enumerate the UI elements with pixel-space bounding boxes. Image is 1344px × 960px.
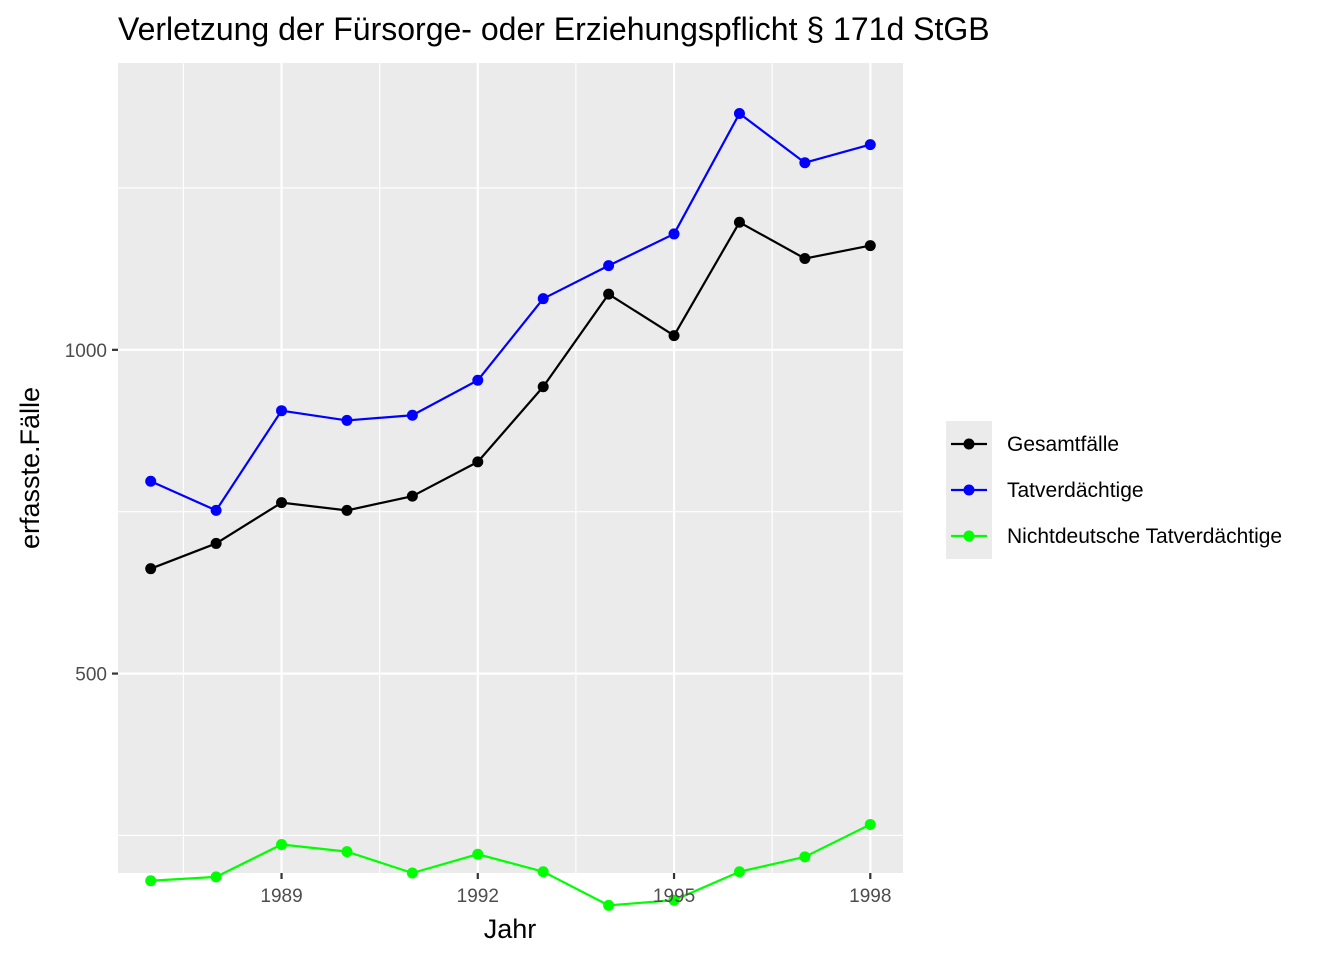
data-point	[864, 139, 876, 151]
data-point	[341, 846, 353, 858]
data-point	[668, 228, 680, 240]
x-tick-label: 1998	[849, 886, 891, 907]
data-point	[864, 240, 876, 252]
legend-label: Tatverdächtige	[1007, 479, 1144, 502]
data-point	[799, 157, 811, 169]
y-tick-label: 1000	[65, 341, 107, 362]
chart-title: Verletzung der Fürsorge- oder Erziehungs…	[118, 11, 990, 47]
data-point	[276, 839, 288, 851]
data-point	[733, 866, 745, 878]
data-point	[537, 381, 549, 393]
axis-ticks: 1989 1992 1995 1998 500 1000	[65, 341, 892, 907]
x-tick-label: 1989	[260, 886, 302, 907]
legend-label: Gesamtfälle	[1007, 433, 1119, 456]
data-point	[472, 374, 484, 386]
legend-key-point	[963, 530, 975, 542]
data-point	[472, 456, 484, 468]
data-point	[145, 563, 157, 575]
y-tick-label: 500	[75, 665, 107, 686]
data-point	[537, 293, 549, 305]
y-axis-title: erfasste.Fälle	[15, 387, 45, 549]
legend-key-point	[963, 438, 975, 450]
data-point	[145, 875, 157, 887]
data-point	[406, 490, 418, 502]
grid-minor	[118, 63, 903, 873]
series-layer	[145, 108, 876, 911]
data-point	[341, 504, 353, 516]
data-point	[210, 871, 222, 883]
series-line	[150, 221, 871, 570]
data-point	[603, 288, 615, 300]
series-line	[150, 112, 871, 512]
data-point	[733, 216, 745, 228]
data-point	[210, 537, 222, 549]
grid-major	[118, 63, 903, 873]
legend: Gesamtfälle Tatverdächtige Nichtdeutsche T…	[946, 421, 1282, 559]
data-point	[537, 866, 549, 878]
plot-panel	[118, 63, 903, 873]
data-point	[668, 894, 680, 906]
data-point	[210, 504, 222, 516]
data-point	[145, 475, 157, 487]
data-point	[603, 260, 615, 272]
data-point	[864, 818, 876, 830]
data-point	[799, 253, 811, 265]
data-point	[276, 497, 288, 509]
data-point	[668, 330, 680, 342]
legend-label: Nichtdeutsche Tatverdächtige	[1007, 525, 1282, 548]
data-point	[276, 405, 288, 417]
series-line	[150, 823, 871, 907]
legend-key-point	[963, 484, 975, 496]
data-point	[406, 867, 418, 879]
data-point	[341, 414, 353, 426]
data-point	[733, 108, 745, 120]
data-point	[406, 409, 418, 421]
data-point	[472, 848, 484, 860]
data-point	[799, 851, 811, 863]
x-tick-label: 1995	[653, 886, 695, 907]
x-axis-title: Jahr	[484, 914, 537, 944]
x-tick-label: 1992	[457, 886, 499, 907]
data-point	[603, 899, 615, 911]
